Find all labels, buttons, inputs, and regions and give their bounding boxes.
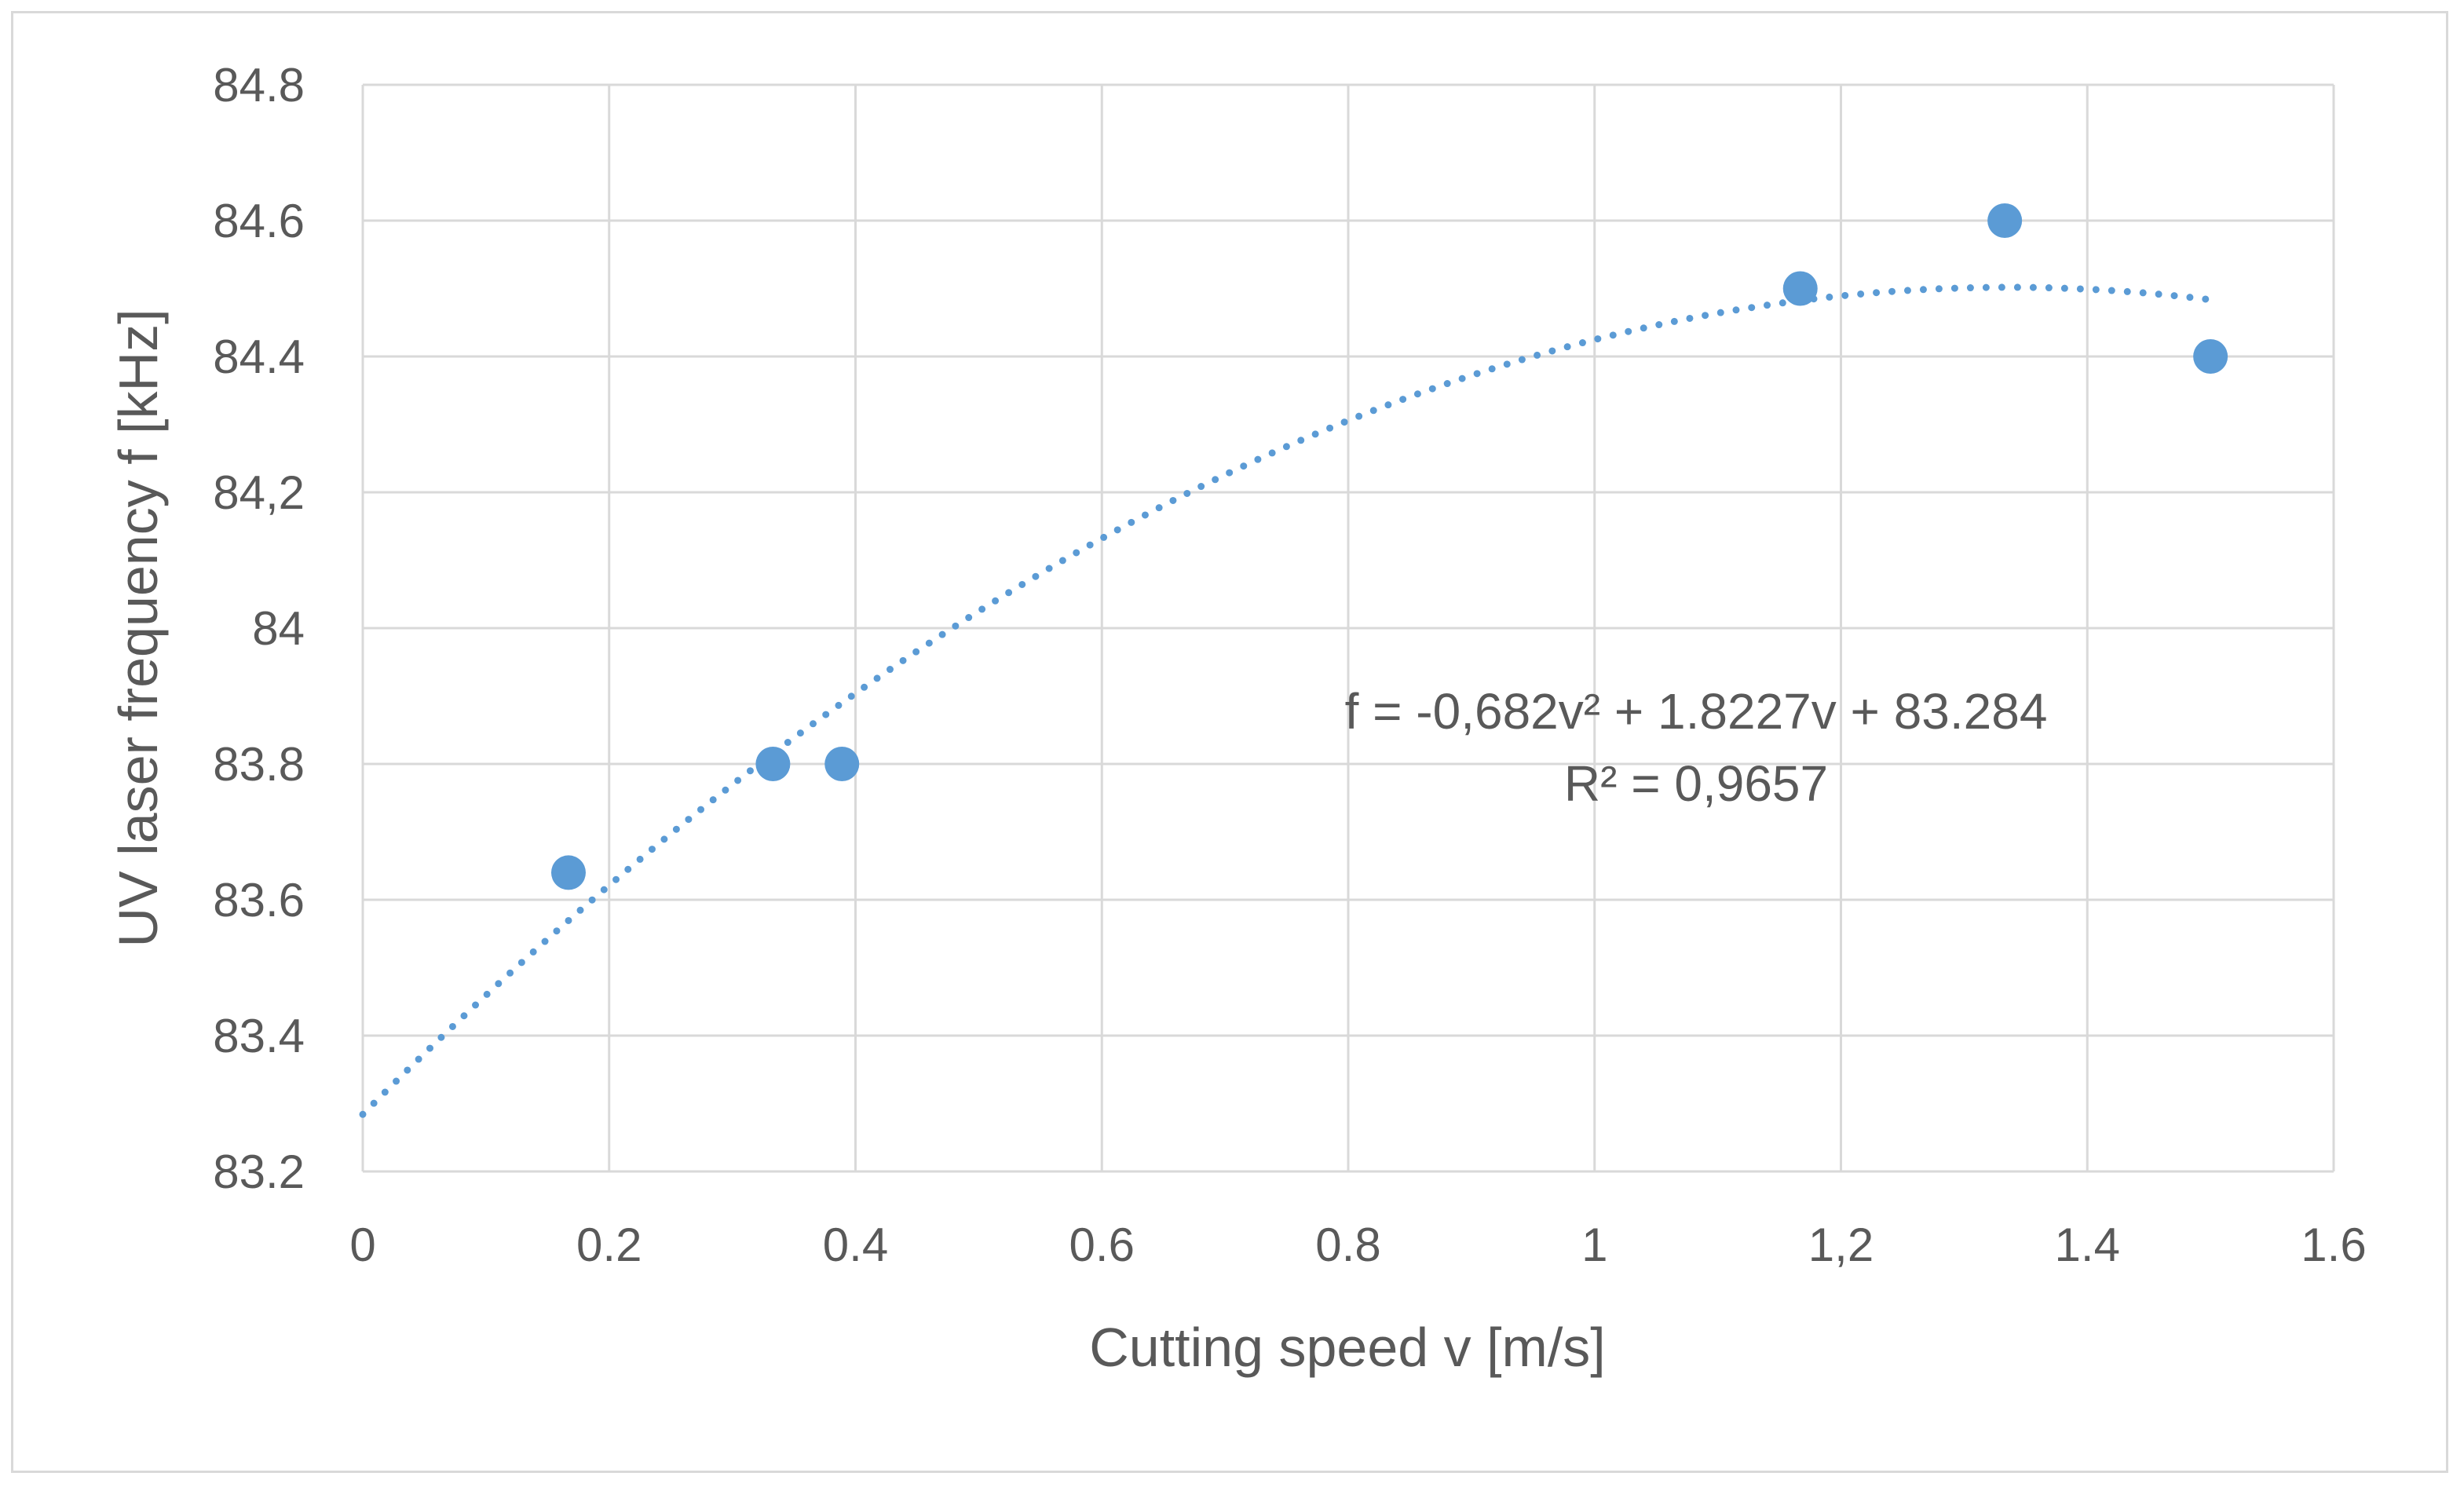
x-tick-label: 1	[1581, 1219, 1607, 1271]
x-tick-label: 0.6	[1069, 1219, 1135, 1271]
data-point	[1987, 203, 2023, 238]
x-tick-label: 0.4	[823, 1219, 888, 1271]
x-tick-label: 0	[349, 1219, 375, 1271]
x-tick-label: 0.2	[576, 1219, 642, 1271]
trendline	[359, 283, 2214, 1118]
x-tick-label: 1,2	[1808, 1219, 1874, 1271]
y-axis-ticks: 83.2 83.4 83.6 83.8 84 84,2 84.4 84.6 84.8	[213, 59, 305, 1198]
data-point	[824, 747, 860, 781]
data-point	[755, 747, 791, 781]
x-tick-label: 0.8	[1315, 1219, 1380, 1271]
y-tick-label: 83.8	[213, 738, 305, 791]
trendline-equation: f = -0,682v² + 1.8227v + 83.284	[1345, 683, 2048, 740]
x-tick-label: 1.6	[2301, 1219, 2366, 1271]
x-tick-label: 1.4	[2055, 1219, 2120, 1271]
y-tick-label: 84.4	[213, 331, 305, 383]
y-tick-label: 84	[252, 602, 305, 655]
trendline-r-squared: R² = 0,9657	[1564, 755, 1828, 812]
y-tick-label: 84.6	[213, 195, 305, 247]
data-point	[1782, 271, 1818, 306]
y-tick-label: 84.8	[213, 59, 305, 111]
y-tick-label: 83.4	[213, 1010, 305, 1062]
y-tick-label: 84,2	[213, 466, 305, 519]
grid	[361, 83, 2335, 1173]
data-point	[2193, 339, 2228, 374]
data-point	[550, 855, 586, 890]
x-axis-title: Cutting speed v [m/s]	[1089, 1317, 1606, 1378]
data-points	[550, 203, 2228, 890]
chart-frame	[11, 11, 2448, 1473]
y-tick-label: 83.6	[213, 874, 305, 926]
y-tick-label: 83.2	[213, 1146, 305, 1198]
y-axis-title: UV laser frequency f [kHz]	[108, 309, 169, 947]
x-axis-ticks: 0 0.2 0.4 0.6 0.8 1 1,2 1.4 1.6	[349, 1219, 2366, 1271]
trendline-curve	[359, 283, 2214, 1118]
